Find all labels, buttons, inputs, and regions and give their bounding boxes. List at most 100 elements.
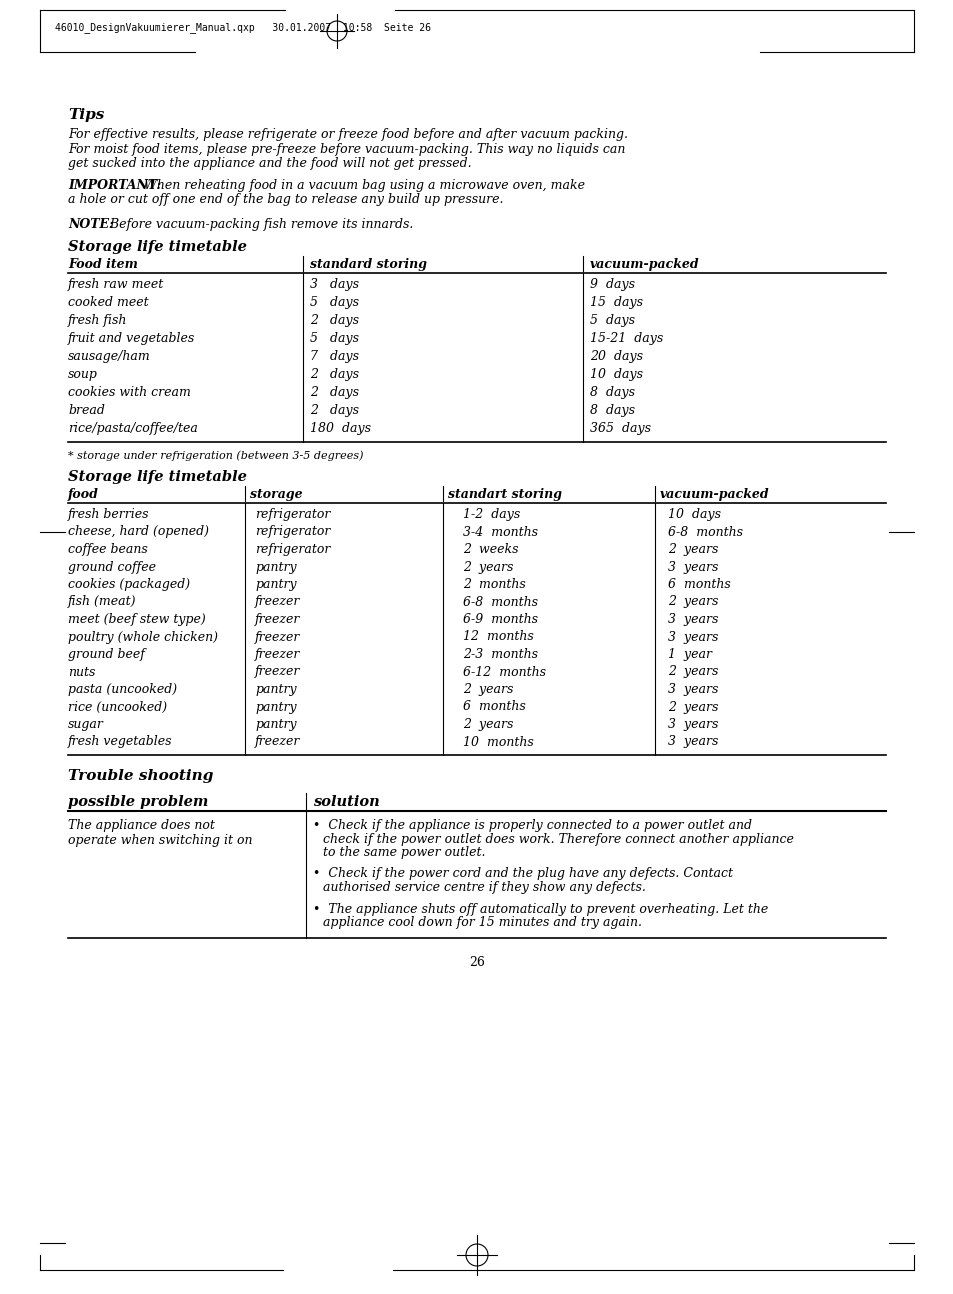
Text: a hole or cut off one end of the bag to release any build up pressure.: a hole or cut off one end of the bag to … — [68, 194, 503, 207]
Text: 20  days: 20 days — [589, 349, 642, 364]
Text: 2   days: 2 days — [310, 367, 358, 380]
Text: sausage/ham: sausage/ham — [68, 349, 151, 364]
Text: Food item: Food item — [68, 258, 138, 270]
Text: 6-12  months: 6-12 months — [462, 665, 545, 678]
Text: pantry: pantry — [254, 578, 296, 591]
Text: freezer: freezer — [254, 665, 300, 678]
Text: 8  days: 8 days — [589, 386, 635, 399]
Text: 3  years: 3 years — [667, 683, 718, 696]
Text: fresh raw meet: fresh raw meet — [68, 278, 164, 291]
Text: 2  years: 2 years — [462, 683, 513, 696]
Text: 15-21  days: 15-21 days — [589, 333, 662, 345]
Text: standard storing: standard storing — [310, 258, 427, 270]
Text: 9  days: 9 days — [589, 278, 635, 291]
Text: freezer: freezer — [254, 595, 300, 608]
Text: 2  years: 2 years — [667, 543, 718, 556]
Text: check if the power outlet does work. Therefore connect another appliance: check if the power outlet does work. The… — [323, 832, 793, 845]
Text: authorised service centre if they show any defects.: authorised service centre if they show a… — [323, 881, 645, 894]
Text: 10  days: 10 days — [589, 367, 642, 380]
Text: fish (meat): fish (meat) — [68, 595, 136, 608]
Text: fruit and vegetables: fruit and vegetables — [68, 333, 195, 345]
Text: 6-8  months: 6-8 months — [667, 525, 742, 538]
Text: 2-3  months: 2-3 months — [462, 648, 537, 661]
Text: get sucked into the appliance and the food will not get pressed.: get sucked into the appliance and the fo… — [68, 157, 471, 170]
Text: 5   days: 5 days — [310, 333, 358, 345]
Text: 2   days: 2 days — [310, 404, 358, 417]
Text: pantry: pantry — [254, 560, 296, 573]
Text: cookies with cream: cookies with cream — [68, 386, 191, 399]
Text: vacuum-packed: vacuum-packed — [589, 258, 699, 270]
Text: freezer: freezer — [254, 648, 300, 661]
Text: Storage life timetable: Storage life timetable — [68, 239, 247, 254]
Text: freezer: freezer — [254, 613, 300, 626]
Text: 10  days: 10 days — [667, 509, 720, 521]
Text: Trouble shooting: Trouble shooting — [68, 769, 213, 783]
Text: pantry: pantry — [254, 700, 296, 713]
Text: 3   days: 3 days — [310, 278, 358, 291]
Text: 1-2  days: 1-2 days — [462, 509, 519, 521]
Text: 2   days: 2 days — [310, 386, 358, 399]
Text: IMPORTANT:: IMPORTANT: — [68, 179, 161, 192]
Text: 2  weeks: 2 weeks — [462, 543, 518, 556]
Text: 6-8  months: 6-8 months — [462, 595, 537, 608]
Text: 180  days: 180 days — [310, 422, 371, 435]
Text: The appliance does not
operate when switching it on: The appliance does not operate when swit… — [68, 819, 253, 848]
Text: ground coffee: ground coffee — [68, 560, 156, 573]
Text: freezer: freezer — [254, 630, 300, 643]
Text: fresh vegetables: fresh vegetables — [68, 735, 172, 748]
Text: 2  years: 2 years — [462, 560, 513, 573]
Text: fresh berries: fresh berries — [68, 509, 150, 521]
Text: 365  days: 365 days — [589, 422, 650, 435]
Text: refrigerator: refrigerator — [254, 543, 330, 556]
Text: 3  years: 3 years — [667, 630, 718, 643]
Text: For effective results, please refrigerate or freeze food before and after vacuum: For effective results, please refrigerat… — [68, 128, 627, 141]
Text: 26: 26 — [469, 955, 484, 968]
Text: nuts: nuts — [68, 665, 95, 678]
Text: food: food — [68, 488, 99, 501]
Text: 6  months: 6 months — [667, 578, 730, 591]
Text: 2   days: 2 days — [310, 314, 358, 327]
Text: 3  years: 3 years — [667, 560, 718, 573]
Text: possible problem: possible problem — [68, 795, 208, 809]
Text: 2  years: 2 years — [462, 718, 513, 731]
Text: 6  months: 6 months — [462, 700, 525, 713]
Text: fresh fish: fresh fish — [68, 314, 128, 327]
Text: 8  days: 8 days — [589, 404, 635, 417]
Text: coffee beans: coffee beans — [68, 543, 148, 556]
Text: ground beef: ground beef — [68, 648, 145, 661]
Text: 2  years: 2 years — [667, 700, 718, 713]
Text: vacuum-packed: vacuum-packed — [659, 488, 769, 501]
Text: sugar: sugar — [68, 718, 104, 731]
Text: standart storing: standart storing — [448, 488, 561, 501]
Text: pasta (uncooked): pasta (uncooked) — [68, 683, 177, 696]
Text: appliance cool down for 15 minutes and try again.: appliance cool down for 15 minutes and t… — [323, 916, 641, 929]
Text: 5   days: 5 days — [310, 296, 358, 309]
Text: 15  days: 15 days — [589, 296, 642, 309]
Text: cookies (packaged): cookies (packaged) — [68, 578, 190, 591]
Text: •  The appliance shuts off automatically to prevent overheating. Let the: • The appliance shuts off automatically … — [313, 902, 767, 915]
Text: poultry (whole chicken): poultry (whole chicken) — [68, 630, 218, 643]
Text: 46010_DesignVakuumierer_Manual.qxp   30.01.2007  10:58  Seite 26: 46010_DesignVakuumierer_Manual.qxp 30.01… — [55, 22, 431, 32]
Text: 6-9  months: 6-9 months — [462, 613, 537, 626]
Text: cooked meet: cooked meet — [68, 296, 149, 309]
Text: 2  years: 2 years — [667, 665, 718, 678]
Text: 10  months: 10 months — [462, 735, 533, 748]
Text: rice/pasta/coffee/tea: rice/pasta/coffee/tea — [68, 422, 197, 435]
Text: 12  months: 12 months — [462, 630, 533, 643]
Text: Storage life timetable: Storage life timetable — [68, 470, 247, 484]
Text: 1  year: 1 year — [667, 648, 711, 661]
Text: 3-4  months: 3-4 months — [462, 525, 537, 538]
Text: 3  years: 3 years — [667, 613, 718, 626]
Text: •  Check if the power cord and the plug have any defects. Contact: • Check if the power cord and the plug h… — [313, 867, 732, 880]
Text: 3  years: 3 years — [667, 735, 718, 748]
Text: 7   days: 7 days — [310, 349, 358, 364]
Text: bread: bread — [68, 404, 105, 417]
Text: 5  days: 5 days — [589, 314, 635, 327]
Text: pantry: pantry — [254, 718, 296, 731]
Text: NOTE:: NOTE: — [68, 217, 113, 232]
Text: cheese, hard (opened): cheese, hard (opened) — [68, 525, 209, 538]
Text: For moist food items, please pre-freeze before vacuum-packing. This way no liqui: For moist food items, please pre-freeze … — [68, 142, 625, 155]
Text: meet (beef stew type): meet (beef stew type) — [68, 613, 206, 626]
Text: refrigerator: refrigerator — [254, 525, 330, 538]
Text: •  Check if the appliance is properly connected to a power outlet and: • Check if the appliance is properly con… — [313, 819, 751, 832]
